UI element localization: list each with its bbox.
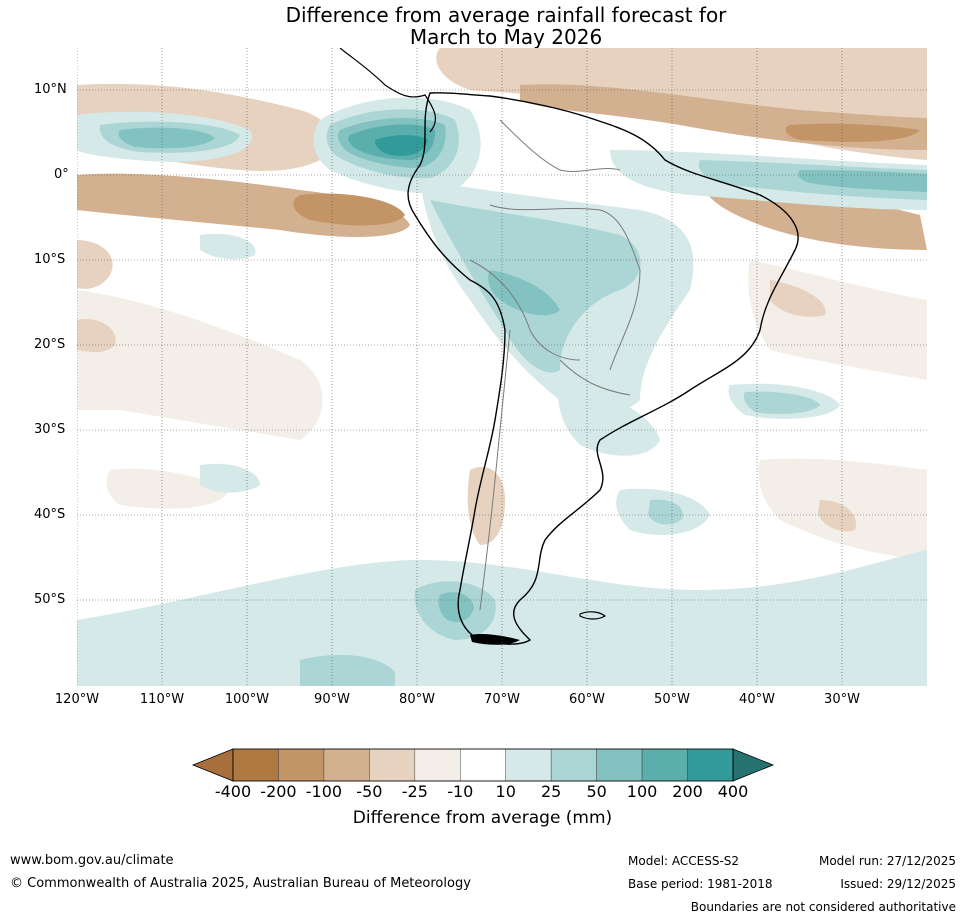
colorbar-tick-label: -200 [260, 782, 297, 801]
colorbar-tick-label: 25 [540, 782, 562, 801]
colorbar-swatches [191, 748, 775, 782]
website-text: www.bom.gov.au/climate [10, 853, 174, 868]
base-period-text: Base period: 1981-2018 [628, 877, 773, 891]
model-text: Model: ACCESS-S2 [628, 854, 740, 868]
tierra-del-fuego [470, 633, 520, 645]
colorbar-swatch [596, 748, 643, 782]
falkland-islands [579, 611, 607, 620]
lat-label-30s: 30°S [34, 422, 66, 437]
colorbar-tick-label: 100 [626, 782, 658, 801]
wet-region-colombia-peak [375, 135, 428, 156]
colorbar-tick-label: 200 [672, 782, 703, 801]
colorbar-label: Difference from average (mm) [352, 808, 613, 828]
lon-label-120w: 120°W [54, 692, 100, 707]
colorbar-swatch [460, 748, 506, 782]
colorbar-tick-label: 400 [717, 782, 749, 801]
lon-label-30w: 30°W [824, 692, 860, 707]
model-run-text: Model run: 27/12/2025 [818, 854, 956, 868]
colorbar-tick-label: -100 [305, 782, 343, 801]
wet-region-north-pacific-core [118, 127, 215, 149]
colorbar-tick-label: 10 [495, 782, 516, 801]
lat-label-20s: 20°S [34, 337, 66, 352]
colorbar-swatch [641, 748, 688, 782]
dry-region-argentina [467, 466, 505, 545]
colorbar-swatch [687, 748, 734, 782]
lon-label-60w: 60°W [569, 692, 605, 707]
boundary-paraguay [559, 359, 631, 396]
lon-label-90w: 90°W [314, 692, 350, 707]
colorbar-extend-high [732, 748, 775, 782]
colorbar-tick-label: 50 [586, 782, 607, 801]
dry-anomaly-regions [77, 48, 927, 560]
wet-region-south-atlantic-west-core [648, 499, 684, 525]
colorbar-swatch [369, 748, 416, 782]
colorbar-extend-low [191, 748, 234, 782]
lat-label-50s: 50°S [34, 592, 66, 607]
colorbar-swatch [323, 748, 370, 782]
dry-region-south-atlantic-core [770, 280, 826, 317]
colorbar-tick-label: -10 [447, 782, 474, 801]
colorbar-outline [232, 748, 734, 782]
country-boundaries [469, 119, 641, 611]
wet-region-southeast-pacific [200, 463, 260, 493]
lat-label-10n: 10°N [34, 82, 67, 97]
wet-region-south-atlantic-east-core [743, 391, 820, 414]
lat-gridlines [77, 89, 927, 601]
dry-region-far-south-atlantic-core [818, 500, 856, 532]
dry-region-central-pacific [77, 319, 116, 353]
lon-label-70w: 70°W [484, 692, 520, 707]
dry-region-atlantic-core [785, 123, 920, 142]
colorbar-tick-label: -25 [401, 782, 428, 801]
lat-label-0: 0° [54, 167, 69, 182]
boundary-brazil-west [489, 204, 641, 371]
lon-label-110w: 110°W [139, 692, 185, 707]
chart-title: Difference from average rainfall forecas… [0, 4, 965, 48]
colorbar-swatch [505, 748, 552, 782]
dry-region-se-pacific [106, 468, 230, 509]
dry-region-east-pacific-core [293, 193, 405, 226]
boundary-venezuela [499, 119, 621, 172]
colorbar-swatch [232, 748, 279, 782]
wet-region-patagonia-core [438, 592, 474, 623]
title-line-1: Difference from average rainfall forecas… [285, 3, 727, 27]
lon-label-80w: 80°W [399, 692, 435, 707]
copyright-text: © Commonwealth of Australia 2025, Austra… [10, 876, 471, 891]
central-america-outline [339, 48, 437, 133]
lon-gridlines [77, 48, 843, 686]
colorbar-swatch [550, 748, 597, 782]
colorbar-swatch [278, 748, 325, 782]
lon-label-40w: 40°W [739, 692, 775, 707]
boundary-chile-argentina [479, 329, 511, 611]
lon-label-100w: 100°W [224, 692, 270, 707]
title-line-2: March to May 2026 [409, 25, 603, 49]
lat-label-40s: 40°S [34, 507, 66, 522]
dry-region-south-pacific [77, 290, 323, 440]
dry-region-west-pacific [77, 240, 113, 289]
wet-region-far-southwest [300, 654, 395, 686]
wet-region-pacific-equator [200, 233, 256, 260]
boundary-peru-bolivia [469, 259, 581, 361]
lon-label-50w: 50°W [654, 692, 690, 707]
disclaimer-text: Boundaries are not considered authoritat… [690, 900, 956, 914]
map-body [77, 48, 927, 686]
wet-region-tropical-atlantic-core [798, 170, 927, 192]
issued-text: Issued: 29/12/2025 [840, 877, 956, 891]
south-america-outline [407, 92, 799, 645]
colorbar-tick-label: -50 [356, 782, 383, 801]
wet-region-uruguay [558, 380, 660, 456]
colorbar-tick-label: -400 [214, 782, 252, 801]
wet-region-amazon-core [488, 270, 560, 316]
colorbar-swatch [414, 748, 461, 782]
lat-label-10s: 10°S [34, 252, 66, 267]
